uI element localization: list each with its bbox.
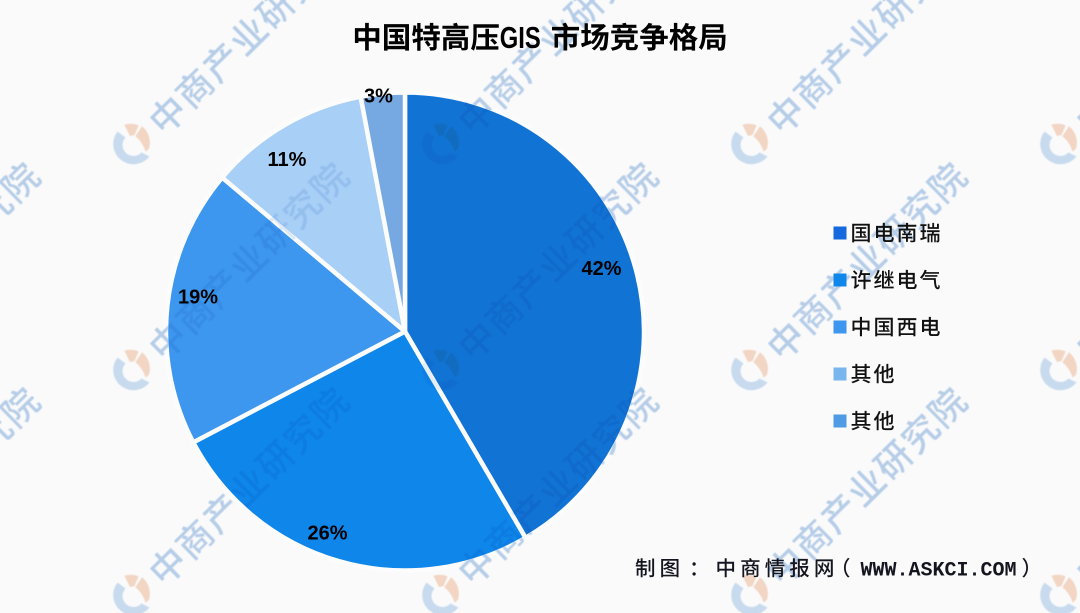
- svg-text:42%: 42%: [581, 258, 621, 280]
- svg-text:26%: 26%: [307, 523, 347, 545]
- svg-text:GIS: GIS: [500, 20, 541, 55]
- svg-text:19%: 19%: [178, 287, 218, 309]
- svg-text:11%: 11%: [268, 149, 307, 171]
- svg-text:WWW.ASKCI.COM: WWW.ASKCI.COM: [861, 560, 1017, 583]
- svg-text:3%: 3%: [364, 86, 393, 108]
